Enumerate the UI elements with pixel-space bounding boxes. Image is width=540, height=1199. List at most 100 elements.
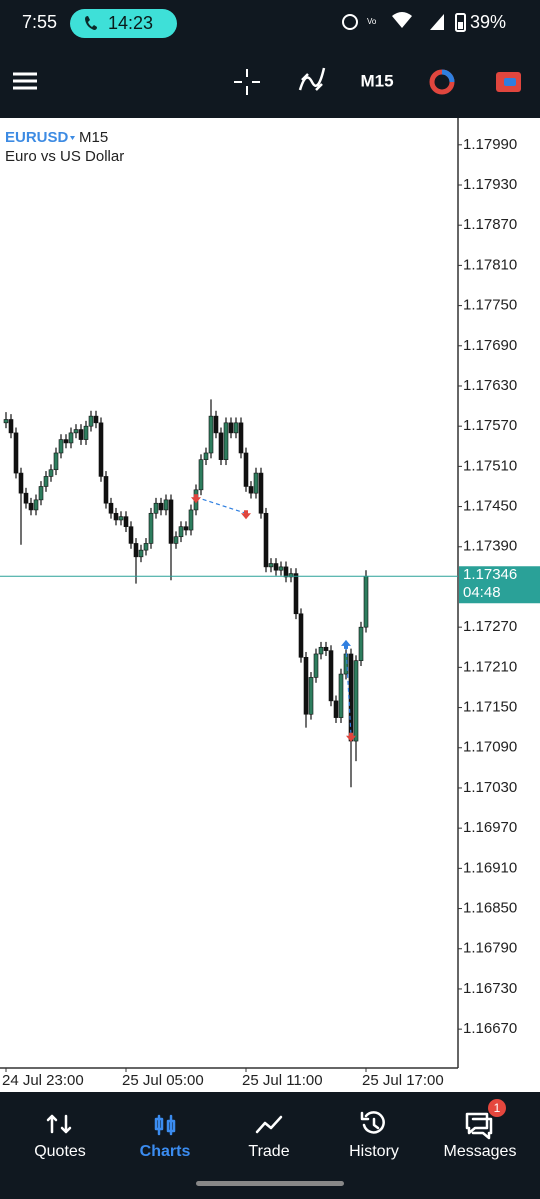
candle-body	[53, 452, 59, 471]
nav-item[interactable]: Charts	[140, 1114, 191, 1160]
candle-body	[348, 653, 354, 742]
y-tick-label: 1.17270	[463, 618, 517, 635]
candle-body	[108, 502, 114, 514]
clock: 7:55	[22, 12, 57, 32]
candle-body	[133, 543, 139, 558]
chart-background	[0, 118, 458, 1068]
candle-body	[98, 422, 104, 477]
battery: 39%	[470, 12, 506, 32]
candle-body	[48, 469, 54, 477]
y-tick-label: 1.17930	[463, 176, 517, 193]
candle-body	[63, 439, 69, 444]
candle-body	[113, 512, 119, 521]
current-price-label: 1.17346	[463, 566, 517, 583]
y-tick-label: 1.16850	[463, 900, 517, 917]
candle-body	[8, 419, 14, 434]
candle-body	[88, 415, 94, 427]
candle-body	[263, 512, 269, 568]
trade-link	[195, 496, 247, 514]
candle-body	[123, 516, 129, 527]
x-tick-label: 24 Jul 23:00	[2, 1072, 84, 1089]
candle-body	[148, 512, 154, 544]
nav-icon	[46, 1114, 72, 1134]
trade-marker	[191, 494, 201, 504]
symbol[interactable]: EURUSD	[5, 129, 69, 146]
candle-body	[83, 425, 89, 440]
candle-body	[158, 502, 164, 511]
candle-body	[293, 573, 299, 615]
candle-body	[253, 472, 259, 494]
trade-button[interactable]	[496, 72, 521, 92]
nav-item[interactable]: Quotes	[34, 1114, 86, 1160]
candle-body	[218, 432, 224, 460]
candle-body	[278, 566, 284, 571]
candle-body	[328, 650, 334, 702]
call-pill[interactable]	[70, 9, 177, 38]
home-indicator	[196, 1181, 344, 1186]
candle-body	[183, 526, 189, 531]
candle-body	[153, 502, 159, 514]
candle-body	[358, 626, 364, 661]
menu-button[interactable]	[13, 72, 37, 90]
x-tick-label: 25 Jul 11:00	[242, 1072, 323, 1089]
nav-item[interactable]: Trade	[248, 1115, 290, 1160]
candle-body	[363, 575, 369, 628]
candle-body	[333, 700, 339, 718]
candle-body	[288, 573, 294, 578]
candle-body	[273, 563, 279, 571]
candle-body	[323, 646, 329, 651]
candle-body	[313, 653, 319, 678]
indicators-button[interactable]	[298, 67, 326, 91]
candle-body	[43, 476, 49, 487]
candle-body	[338, 673, 344, 718]
y-tick-label: 1.17690	[463, 337, 517, 354]
y-tick-label: 1.16730	[463, 980, 517, 997]
candle-body	[178, 526, 184, 538]
candle-body	[73, 429, 79, 434]
nav-item[interactable]: History	[349, 1111, 399, 1160]
nav-label: History	[349, 1143, 399, 1160]
y-tick-label: 1.17630	[463, 377, 517, 394]
candle-body	[128, 526, 134, 544]
nav-icon	[255, 1115, 283, 1134]
y-tick-label: 1.17810	[463, 256, 517, 273]
trade-link	[345, 645, 352, 736]
nav-label: Charts	[140, 1143, 191, 1160]
badge	[488, 1099, 506, 1117]
candle-body	[168, 499, 174, 544]
candle-body	[68, 432, 74, 444]
candle-body	[318, 646, 324, 655]
symbol-description: Euro vs US Dollar	[5, 148, 124, 165]
candle-body	[198, 459, 204, 491]
objects-button[interactable]	[429, 69, 455, 95]
candle-body	[38, 486, 44, 501]
candle-body	[283, 566, 289, 578]
y-tick-label: 1.17090	[463, 739, 517, 756]
trade-marker	[241, 510, 251, 520]
nav-item[interactable]: Messages	[444, 1112, 517, 1160]
candle-body	[163, 499, 169, 511]
y-tick-label: 1.17030	[463, 779, 517, 796]
candle-body	[188, 509, 194, 531]
candle-body	[78, 429, 84, 440]
candle-body	[248, 486, 254, 494]
chart-area[interactable]	[0, 118, 458, 1068]
candle-body	[303, 657, 309, 715]
candle-body	[3, 419, 9, 424]
timeframe-button[interactable]: M15	[360, 71, 393, 90]
candle-body	[93, 415, 99, 424]
candle-body	[58, 439, 64, 454]
candle-body	[173, 536, 179, 544]
badge-count: 1	[494, 1101, 501, 1115]
crosshair-button[interactable]	[234, 69, 260, 95]
candle-body	[23, 492, 29, 504]
nav-label: Quotes	[34, 1143, 86, 1160]
x-tick-label: 25 Jul 17:00	[362, 1072, 444, 1089]
candle-body	[213, 415, 219, 434]
candle-body	[33, 499, 39, 511]
bar-timer: 04:48	[463, 584, 501, 601]
y-tick-label: 1.17450	[463, 498, 517, 515]
chart-timeframe: M15	[79, 129, 108, 146]
